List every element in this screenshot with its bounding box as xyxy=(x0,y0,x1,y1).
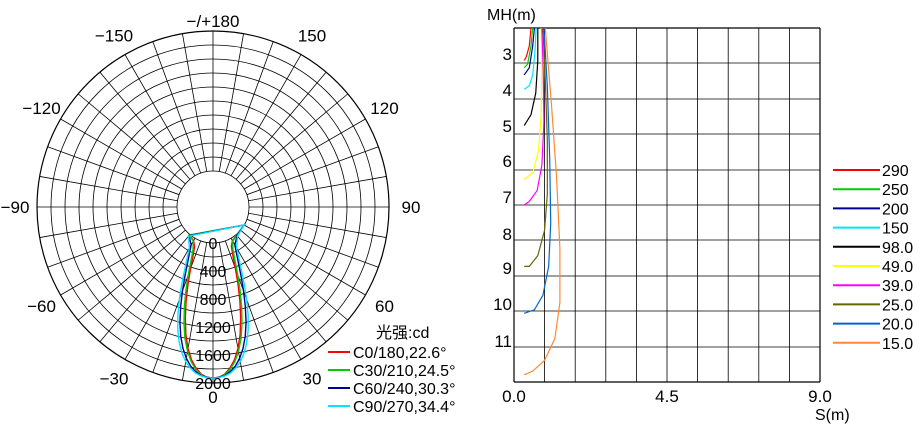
polar-unit-label: 光强:cd xyxy=(376,324,429,342)
polar-intensity-chart: −/+180 −150 150 −120 120 −90 90 −60 60 −30 30 0 0 400… xyxy=(1,12,456,416)
polar-ring xyxy=(162,156,264,258)
polar-angle-label: 150 xyxy=(298,27,326,46)
isolux-legend-label: 150 xyxy=(882,221,909,238)
x-tick-label: 9.0 xyxy=(808,387,832,406)
isolux-legend-label: 290 xyxy=(882,163,909,180)
polar-angle-label: 30 xyxy=(303,369,322,388)
isolux-legend-label: 200 xyxy=(882,201,909,218)
isolux-legend-label: 250 xyxy=(882,182,909,199)
isolux-curve xyxy=(523,27,532,61)
y-tick-label: 8 xyxy=(503,225,512,244)
polar-radial-tick-label: 1600 xyxy=(195,348,231,365)
x-axis-title: S(m) xyxy=(815,407,850,424)
x-tick-label: 0.0 xyxy=(502,387,526,406)
x-tick-label: 4.5 xyxy=(655,387,679,406)
polar-angle-label: −150 xyxy=(95,27,133,46)
polar-ring xyxy=(92,86,334,328)
polar-legend-label: C90/270,34.4° xyxy=(353,399,455,416)
polar-ring xyxy=(148,142,278,272)
polar-radial-tick-label: 400 xyxy=(200,264,227,281)
isolux-legend-label: 25.0 xyxy=(882,297,913,314)
isolux-curve xyxy=(523,27,537,90)
isolux-curve xyxy=(524,27,548,268)
isolux-legend-label: 20.0 xyxy=(882,317,913,334)
isolux-legend: 290 250 200 150 98.0 49.0 39.0 25.0 20.0 15.0 xyxy=(833,163,913,353)
y-tick-label: 5 xyxy=(503,117,512,136)
isolux-curve xyxy=(523,28,539,126)
y-tick-label: 4 xyxy=(503,81,512,100)
polar-angle-label: −/+180 xyxy=(187,12,240,31)
isolux-curve xyxy=(523,27,545,206)
polar-angle-label: −60 xyxy=(27,297,56,316)
isolux-curve xyxy=(523,27,534,69)
polar-ring xyxy=(120,114,306,300)
y-tick-label: 6 xyxy=(503,152,512,171)
polar-ring xyxy=(106,100,320,314)
polar-ring xyxy=(78,72,348,342)
polar-ring xyxy=(64,58,362,356)
isolux-curve xyxy=(523,27,561,376)
isolux-legend-label: 49.0 xyxy=(882,259,913,276)
polar-ring xyxy=(36,30,390,384)
isolux-curve xyxy=(523,27,535,76)
polar-ring xyxy=(50,44,376,370)
polar-ring xyxy=(176,170,250,244)
polar-angle-label: 90 xyxy=(402,198,421,217)
isolux-height-chart: 3 4 5 6 7 8 9 10 11 0.0 4.5 9.0 MH(m) S(m) xyxy=(487,7,850,424)
y-tick-label: 3 xyxy=(503,45,512,64)
isolux-legend-label: 98.0 xyxy=(882,240,913,257)
polar-ring xyxy=(134,128,292,286)
polar-legend-label: C0/180,22.6° xyxy=(353,345,447,362)
polar-angle-label: 120 xyxy=(370,99,398,118)
polar-angle-label: −90 xyxy=(1,198,30,217)
y-tick-label: 10 xyxy=(493,295,512,314)
isolux-legend-label: 15.0 xyxy=(882,336,913,353)
y-tick-label: 7 xyxy=(503,188,512,207)
polar-angle-label: 60 xyxy=(375,297,394,316)
isolux-curve xyxy=(523,27,552,314)
polar-angle-label: −120 xyxy=(22,99,60,118)
polar-legend-label: C60/240,30.3° xyxy=(353,381,455,398)
y-axis-title: MH(m) xyxy=(487,7,536,24)
polar-radial-tick-label: 2000 xyxy=(195,376,231,393)
y-tick-label: 11 xyxy=(494,332,512,351)
polar-angle-label: −30 xyxy=(100,369,129,388)
polar-legend-label: C30/210,24.5° xyxy=(353,363,455,380)
polar-series-curve xyxy=(177,224,249,379)
polar-radial-tick-label: 0 xyxy=(209,236,218,253)
polar-radial-tick-label: 1200 xyxy=(195,320,231,337)
isolux-curve xyxy=(523,27,543,181)
polar-radial-tick-label: 800 xyxy=(200,292,227,309)
polar-angle-label: 0 xyxy=(208,388,217,407)
isolux-legend-label: 39.0 xyxy=(882,278,913,295)
y-tick-label: 9 xyxy=(503,259,512,278)
